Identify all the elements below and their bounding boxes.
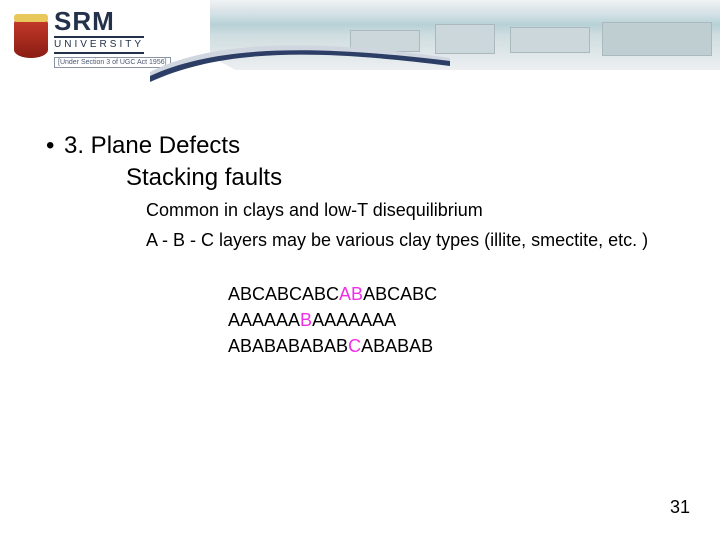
stack-r2-c: AAAAAAA xyxy=(312,310,396,330)
stack-r2-a: AAAAAA xyxy=(228,310,300,330)
logo-university: UNIVERSITY xyxy=(54,36,144,54)
header: SRM UNIVERSITY [Under Section 3 of UGC A… xyxy=(0,0,720,72)
page-number: 31 xyxy=(670,497,690,518)
slide: SRM UNIVERSITY [Under Section 3 of UGC A… xyxy=(0,0,720,540)
bullet-icon: • xyxy=(46,132,64,160)
stack-row-1: ABCABCABCABABCABC xyxy=(228,281,674,307)
stack-r3-defect: C xyxy=(348,336,361,356)
content: • 3. Plane Defects Stacking faults Commo… xyxy=(0,72,720,359)
stack-r3-a: ABABABABAB xyxy=(228,336,348,356)
stack-row-3: ABABABABABCABABAB xyxy=(228,333,674,359)
heading-plane-defects: 3. Plane Defects xyxy=(64,132,240,160)
sub-line-2: A - B - C layers may be various clay typ… xyxy=(146,228,674,252)
crest-icon xyxy=(14,18,48,58)
stack-r1-a: ABCABCABC xyxy=(228,284,339,304)
line-1: • 3. Plane Defects xyxy=(46,132,674,160)
stack-r3-c: ABABAB xyxy=(361,336,433,356)
stack-row-2: AAAAAABAAAAAAA xyxy=(228,307,674,333)
logo-block: SRM UNIVERSITY [Under Section 3 of UGC A… xyxy=(14,8,171,68)
sub-line-1: Common in clays and low-T disequilibrium xyxy=(146,198,674,222)
stack-r1-c: ABCABC xyxy=(363,284,437,304)
stack-r1-defect: AB xyxy=(339,284,363,304)
logo-srm: SRM xyxy=(54,8,171,34)
stacking-sequences: ABCABCABCABABCABC AAAAAABAAAAAAA ABABABA… xyxy=(228,281,674,359)
stack-r2-defect: B xyxy=(300,310,312,330)
line-2: Stacking faults xyxy=(126,164,674,192)
